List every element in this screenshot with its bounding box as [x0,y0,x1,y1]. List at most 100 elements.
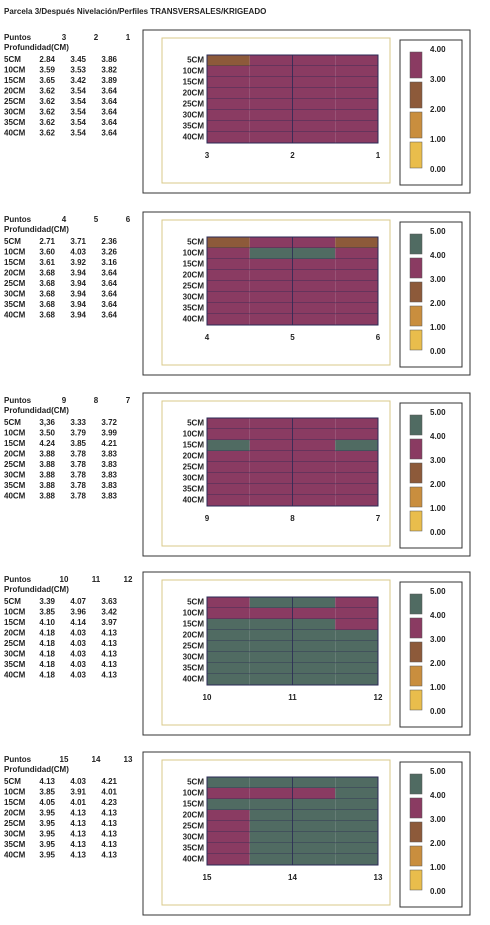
value-cell: 3.86 [101,55,117,64]
heat-cell [335,462,378,473]
legend-label: 2.00 [430,299,446,308]
x-axis-label: 8 [290,514,295,523]
points-header: Puntos [4,396,32,405]
value-cell: 3.88 [39,460,55,469]
depth-cell: 20CM [4,629,26,638]
heat-cell [335,451,378,462]
legend-label: 4.00 [430,45,446,54]
y-axis-label: 10CM [183,609,205,618]
point-label: 12 [124,575,133,584]
value-cell: 3,36 [39,418,55,427]
heat-cell [207,843,250,854]
value-cell: 4.03 [70,777,86,786]
heat-cell [335,495,378,506]
y-axis-label: 40CM [183,855,205,864]
legend-swatch [409,617,423,639]
heat-cell [207,608,250,619]
value-cell: 4.14 [70,618,86,627]
y-axis-label: 15CM [183,441,205,450]
value-cell: 4.05 [39,798,55,807]
heat-cell [207,110,250,121]
value-cell: 4.13 [101,671,117,680]
value-cell: 3.85 [39,608,55,617]
value-cell: 3.83 [101,481,117,490]
heat-cell [335,674,378,685]
heat-cell [335,88,378,99]
legend-label: 3.00 [430,635,446,644]
y-axis-label: 15CM [183,620,205,629]
legend-label: 1.00 [430,135,446,144]
value-cell: 4.13 [101,830,117,839]
value-cell: 3.85 [70,439,86,448]
heat-cell [207,132,250,143]
value-cell: 2.84 [39,55,55,64]
value-cell: 3.68 [39,279,55,288]
legend-label: 3.00 [430,815,446,824]
page-title: Parcela 3/Después Nivelación/Perfiles TR… [4,7,266,16]
y-axis-label: 10CM [183,789,205,798]
value-cell: 4.10 [39,618,55,627]
value-cell: 4.24 [39,439,55,448]
x-axis-label: 5 [290,333,295,342]
heat-cell [207,799,250,810]
legend-label: 4.00 [430,611,446,620]
value-cell: 4.01 [70,798,86,807]
y-axis-label: 40CM [183,133,205,142]
legend-swatch [409,233,423,255]
heat-cell [335,418,378,429]
points-header: Puntos [4,33,32,42]
depth-cell: 35CM [4,481,26,490]
heat-cell [207,314,250,325]
depth-cell: 5CM [4,597,21,606]
depth-header: Profundidad(CM) [4,585,69,594]
heat-cell [335,854,378,865]
heat-cell [335,237,378,248]
legend-label: 4.00 [430,791,446,800]
value-cell: 3.88 [39,481,55,490]
value-cell: 3.62 [39,129,55,138]
depth-cell: 5CM [4,55,21,64]
legend-label: 5.00 [430,227,446,236]
heat-cell [207,66,250,77]
point-label: 3 [62,33,67,42]
value-cell: 4.03 [70,629,86,638]
heat-cell [335,473,378,484]
value-cell: 4.13 [101,851,117,860]
heat-cell [335,303,378,314]
legend-swatch [409,51,423,79]
depth-cell: 30CM [4,830,26,839]
value-cell: 3.68 [39,300,55,309]
y-axis-label: 10CM [183,430,205,439]
legend-swatch [409,845,423,867]
legend-swatch [409,438,423,460]
depth-header: Profundidad(CM) [4,765,69,774]
value-cell: 3.94 [70,279,86,288]
point-label: 4 [62,215,67,224]
heat-cell [207,429,250,440]
point-label: 13 [124,755,133,764]
legend-swatch [409,81,423,109]
legend-label: 0.00 [430,528,446,537]
depth-cell: 30CM [4,471,26,480]
heat-cell [207,597,250,608]
value-cell: 3.94 [70,290,86,299]
heat-cell [335,77,378,88]
heat-cell [335,663,378,674]
depth-cell: 25CM [4,639,26,648]
chart-frame [161,400,391,547]
value-cell: 3.78 [70,450,86,459]
heat-cell [207,237,250,248]
value-cell: 3.78 [70,460,86,469]
heat-cell [207,832,250,843]
value-cell: 3.64 [101,87,117,96]
depth-cell: 25CM [4,460,26,469]
depth-cell: 20CM [4,809,26,818]
depth-cell: 40CM [4,311,26,320]
y-axis-label: 20CM [183,89,205,98]
depth-cell: 35CM [4,300,26,309]
depth-cell: 15CM [4,798,26,807]
y-axis-label: 5CM [187,598,204,607]
chart-frame [161,37,391,184]
value-cell: 4.13 [101,650,117,659]
